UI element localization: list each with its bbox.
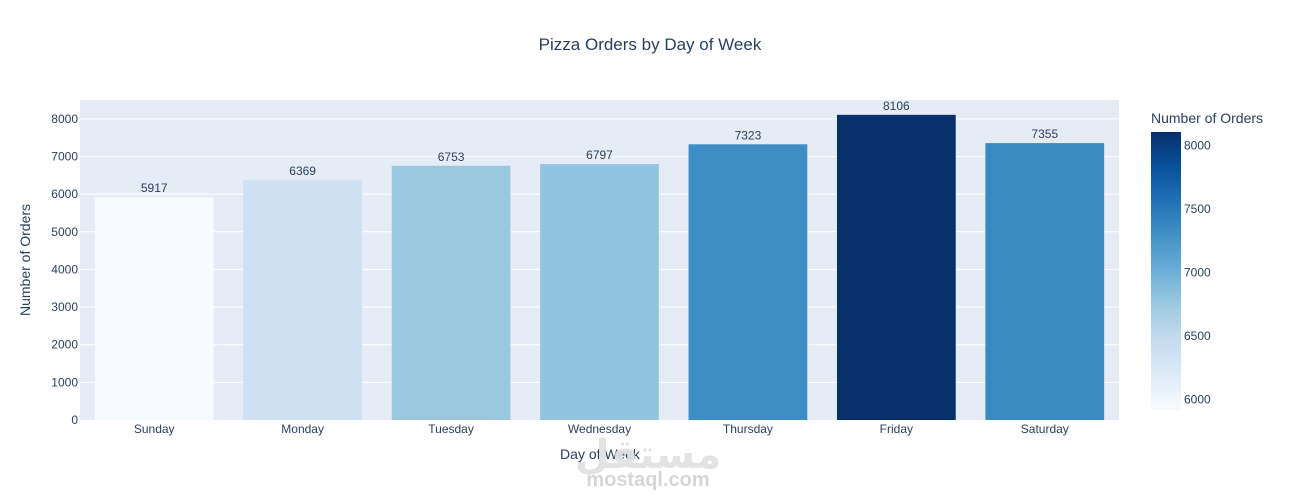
bar-tuesday[interactable]	[391, 165, 511, 420]
chart-title: Pizza Orders by Day of Week	[539, 35, 762, 54]
y-tick-label: 2000	[51, 338, 78, 352]
x-tick-label: Sunday	[134, 422, 175, 436]
y-axis-ticks: 0 1000 2000 3000 4000 5000 6000 7000 8000	[51, 112, 78, 427]
bar-monday[interactable]	[243, 180, 363, 420]
x-tick-label: Wednesday	[568, 422, 631, 436]
y-tick-label: 1000	[51, 375, 78, 389]
bar-value-label: 6753	[438, 150, 465, 164]
bar-value-label: 8106	[883, 99, 910, 113]
colorbar-tick-label: 7500	[1184, 202, 1211, 216]
watermark: مستقل mostaql.com	[575, 433, 721, 491]
x-tick-label: Monday	[281, 422, 324, 436]
colorbar-tick-label: 7000	[1184, 265, 1211, 279]
bar-thursday[interactable]	[688, 144, 808, 420]
colorbar-ticks: 6000 6500 7000 7500 8000	[1184, 138, 1211, 406]
colorbar-tick-label: 8000	[1184, 138, 1211, 152]
y-tick-label: 6000	[51, 187, 78, 201]
x-axis-title: Day of Week	[560, 446, 641, 462]
bar-value-label: 5917	[141, 181, 168, 195]
watermark-latin: mostaql.com	[586, 469, 709, 491]
y-tick-label: 3000	[51, 300, 78, 314]
bar-value-label: 7323	[735, 128, 762, 142]
bar-value-label: 6797	[586, 148, 613, 162]
y-axis-title: Number of Orders	[17, 204, 33, 316]
x-tick-label: Saturday	[1021, 422, 1069, 436]
colorbar-tick-label: 6500	[1184, 329, 1211, 343]
bar-value-label: 6369	[289, 164, 316, 178]
y-tick-label: 4000	[51, 262, 78, 276]
x-tick-label: Thursday	[723, 422, 773, 436]
bars: 5917 6369 6753 6797 7323 8106 7355	[94, 99, 1105, 420]
bar-sunday[interactable]	[94, 197, 214, 420]
bar-wednesday[interactable]	[540, 164, 659, 420]
colorbar	[1151, 132, 1181, 410]
y-tick-label: 5000	[51, 225, 78, 239]
colorbar-tick-label: 6000	[1184, 392, 1211, 406]
bar-saturday[interactable]	[985, 143, 1105, 420]
x-tick-label: Tuesday	[428, 422, 474, 436]
y-tick-label: 8000	[51, 112, 78, 126]
x-axis-ticks: Sunday Monday Tuesday Wednesday Thursday Frid…	[134, 422, 1069, 436]
bar-value-label: 7355	[1031, 127, 1058, 141]
colorbar-title: Number of Orders	[1151, 110, 1263, 126]
y-tick-label: 0	[71, 413, 78, 427]
watermark-arabic: مستقل	[575, 433, 721, 477]
x-tick-label: Friday	[880, 422, 913, 436]
y-tick-label: 7000	[51, 149, 78, 163]
bar-friday[interactable]	[836, 114, 956, 420]
